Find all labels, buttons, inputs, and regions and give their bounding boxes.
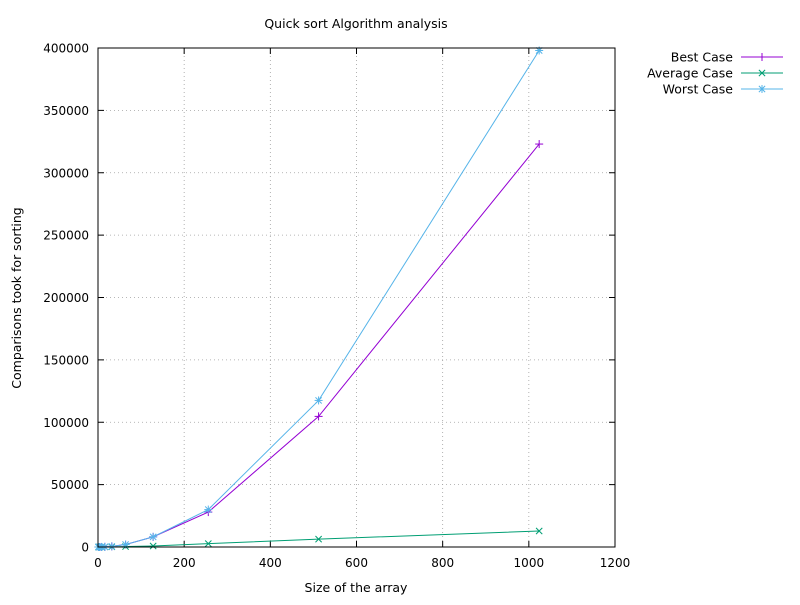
series-best-case xyxy=(94,140,544,551)
data-point-worst-case xyxy=(149,532,158,541)
series-layer xyxy=(94,46,544,551)
y-axis-label: Comparisons took for sorting xyxy=(9,207,24,388)
data-point-worst-case xyxy=(314,396,323,405)
data-point-average-case xyxy=(204,540,212,548)
grid-lines xyxy=(98,48,615,547)
legend-label: Average Case xyxy=(647,66,733,81)
data-point-average-case xyxy=(149,542,157,550)
legend-item-average-case: Average Case xyxy=(647,66,783,81)
data-point-average-case xyxy=(315,535,323,543)
data-point-worst-case xyxy=(107,542,116,551)
legend-marker xyxy=(758,69,766,77)
chart-title: Quick sort Algorithm analysis xyxy=(264,16,447,31)
y-tick-label: 0 xyxy=(81,541,89,555)
y-tick-label: 250000 xyxy=(43,229,89,243)
x-tick-label: 600 xyxy=(345,556,368,570)
legend-marker xyxy=(758,85,766,93)
legend-item-best-case: Best Case xyxy=(671,50,783,65)
y-tick-label: 300000 xyxy=(43,166,89,180)
data-point-worst-case xyxy=(204,505,213,514)
data-point-best-case xyxy=(535,140,544,149)
series-line-best-case xyxy=(98,143,540,548)
x-tick-label: 800 xyxy=(431,556,454,570)
y-tick-label: 150000 xyxy=(43,353,89,367)
y-tick-label: 400000 xyxy=(43,42,89,56)
y-tick-label: 200000 xyxy=(43,291,89,305)
data-point-best-case xyxy=(314,412,323,421)
x-tick-label: 1000 xyxy=(514,556,545,570)
data-point-average-case xyxy=(535,527,543,535)
series-line-worst-case xyxy=(98,50,540,548)
x-axis-label: Size of the array xyxy=(305,580,409,595)
series-worst-case xyxy=(94,46,544,551)
plot-frame xyxy=(97,47,616,548)
y-tick-label: 50000 xyxy=(51,478,89,492)
x-tick-label: 1200 xyxy=(600,556,631,570)
legend-label: Best Case xyxy=(671,50,734,65)
legend-item-worst-case: Worst Case xyxy=(663,82,783,97)
x-tick-label: 200 xyxy=(173,556,196,570)
axis-ticks: 0 50000 100000 150000 200000 250000 300000 3500… xyxy=(43,42,630,571)
y-tick-label: 350000 xyxy=(43,104,89,118)
x-tick-label: 0 xyxy=(94,556,102,570)
x-tick-label: 400 xyxy=(259,556,282,570)
y-tick-label: 100000 xyxy=(43,416,89,430)
legend-label: Worst Case xyxy=(663,82,734,97)
legend-marker xyxy=(758,53,766,61)
